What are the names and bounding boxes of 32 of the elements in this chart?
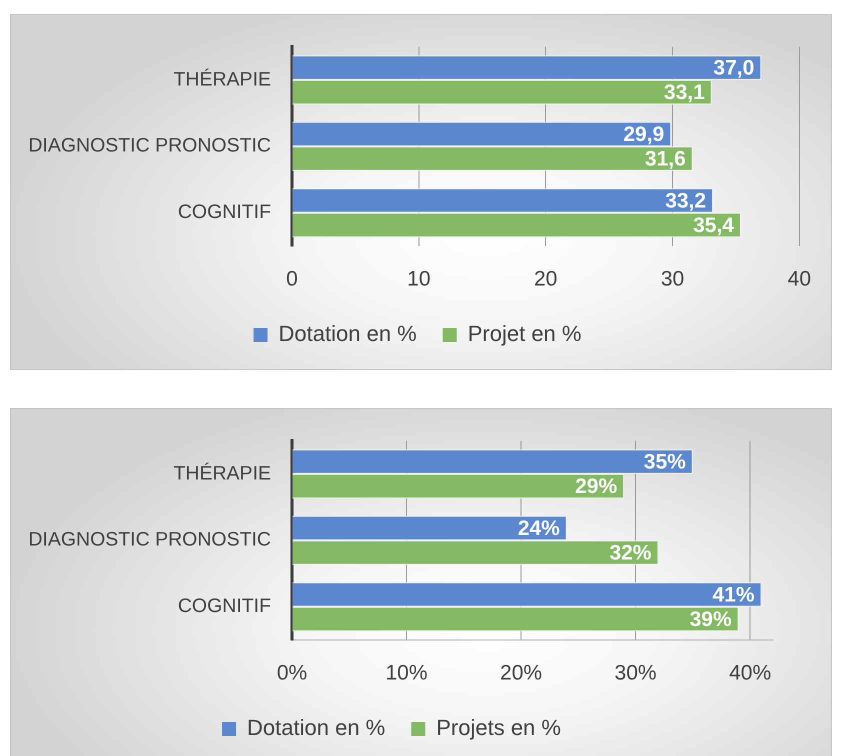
legend-label: Dotation en % [247, 715, 386, 740]
data-label: 32% [609, 541, 652, 564]
data-label: 33,1 [664, 81, 706, 104]
x-tick-label: 20 [534, 267, 558, 290]
y-tick-label: DIAGNOSTIC PRONOSTIC [28, 528, 271, 551]
x-tick-label: 40% [729, 661, 772, 684]
x-tick-label: 30 [660, 267, 684, 290]
y-tick-label: THÉRAPIE [173, 462, 271, 484]
y-tick-label: COGNITIF [178, 201, 272, 224]
data-label: 35% [644, 450, 686, 474]
y-tick-label: DIAGNOSTIC PRONOSTIC [28, 134, 271, 157]
data-label: 29,9 [623, 122, 664, 146]
data-label: 24% [518, 516, 560, 540]
x-tick-label: 10% [386, 661, 428, 684]
data-label: 29% [575, 475, 618, 498]
data-label: 39% [690, 608, 732, 631]
data-label: 35,4 [693, 214, 734, 237]
legend-label: Dotation en % [278, 321, 417, 346]
x-tick-label: 0% [276, 661, 308, 684]
data-label: 37,0 [713, 56, 754, 80]
data-label: 33,2 [665, 189, 706, 212]
data-label: 41% [712, 583, 755, 606]
x-tick-label: 30% [614, 661, 657, 684]
x-tick-label: 20% [500, 661, 542, 684]
x-tick-label: 0 [286, 267, 298, 290]
y-tick-label: THÉRAPIE [173, 68, 271, 90]
data-label: 31,6 [644, 147, 686, 170]
y-tick-label: COGNITIF [178, 595, 272, 618]
x-tick-label: 40 [788, 267, 811, 290]
x-tick-label: 10 [407, 267, 431, 290]
legend-label: Projets en % [436, 715, 561, 740]
legend-label: Projet en % [468, 321, 582, 346]
